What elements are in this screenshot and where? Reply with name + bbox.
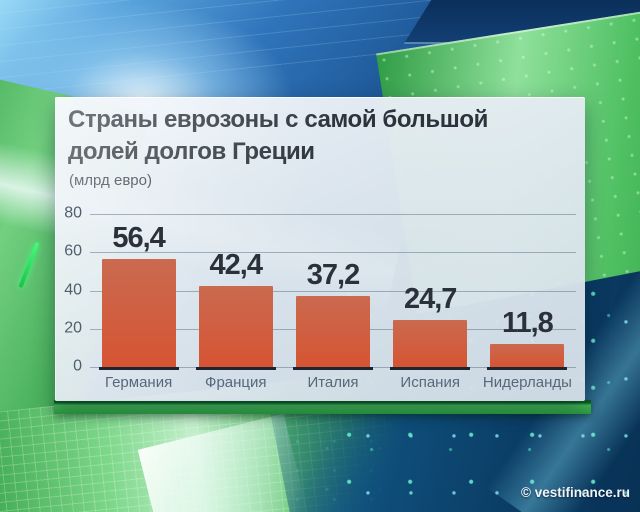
bar-value-label: 24,7 xyxy=(403,282,457,315)
watermark: © vestifinance.ru xyxy=(521,485,630,500)
bar xyxy=(198,285,273,367)
bar xyxy=(296,295,370,367)
y-axis-tick-label: 20 xyxy=(64,319,82,337)
gridline xyxy=(90,214,576,215)
bar-base-shadow xyxy=(195,367,276,370)
bar xyxy=(490,344,565,367)
y-axis-tick-label: 60 xyxy=(64,242,82,260)
y-axis-tick-label: 80 xyxy=(64,204,82,222)
chart-panel: Страны еврозоны с самой большой долей до… xyxy=(55,97,585,401)
bar-value-label: 56,4 xyxy=(112,222,165,255)
gridline xyxy=(90,252,576,254)
bar-category-label: Италия xyxy=(307,374,359,391)
bar xyxy=(393,319,468,367)
chart-title-line1: Страны еврозоны с самой большой xyxy=(68,106,488,133)
bar-base-shadow xyxy=(98,367,179,370)
gridline xyxy=(90,290,576,292)
bar-category-label: Германия xyxy=(104,374,173,391)
bar-value-label: 42,4 xyxy=(209,248,263,281)
chart-title: Страны еврозоны с самой большой долей до… xyxy=(68,104,585,168)
y-axis-tick-label: 40 xyxy=(64,280,82,298)
bar-base-shadow xyxy=(487,367,568,370)
bar-base-shadow xyxy=(390,367,471,370)
bar-chart-plot-area: 0 20 40 60 80 56,4 Германия 42,4 Франция 37,2 Итал… xyxy=(64,204,576,391)
bar-category-label: Нидерланды xyxy=(482,374,572,391)
panel-green-base xyxy=(54,400,591,414)
bar-category-label: Франция xyxy=(205,374,267,391)
bar xyxy=(101,259,176,367)
chart-units-label: (млрд евро) xyxy=(69,172,152,189)
y-axis-tick-label: 0 xyxy=(73,357,82,375)
bar-value-label: 11,8 xyxy=(501,307,554,340)
chart-title-line2: долей долгов Греции xyxy=(68,138,315,165)
bar-value-label: 37,2 xyxy=(306,258,360,291)
bar-category-label: Испания xyxy=(400,374,460,391)
bar-base-shadow xyxy=(293,367,373,370)
